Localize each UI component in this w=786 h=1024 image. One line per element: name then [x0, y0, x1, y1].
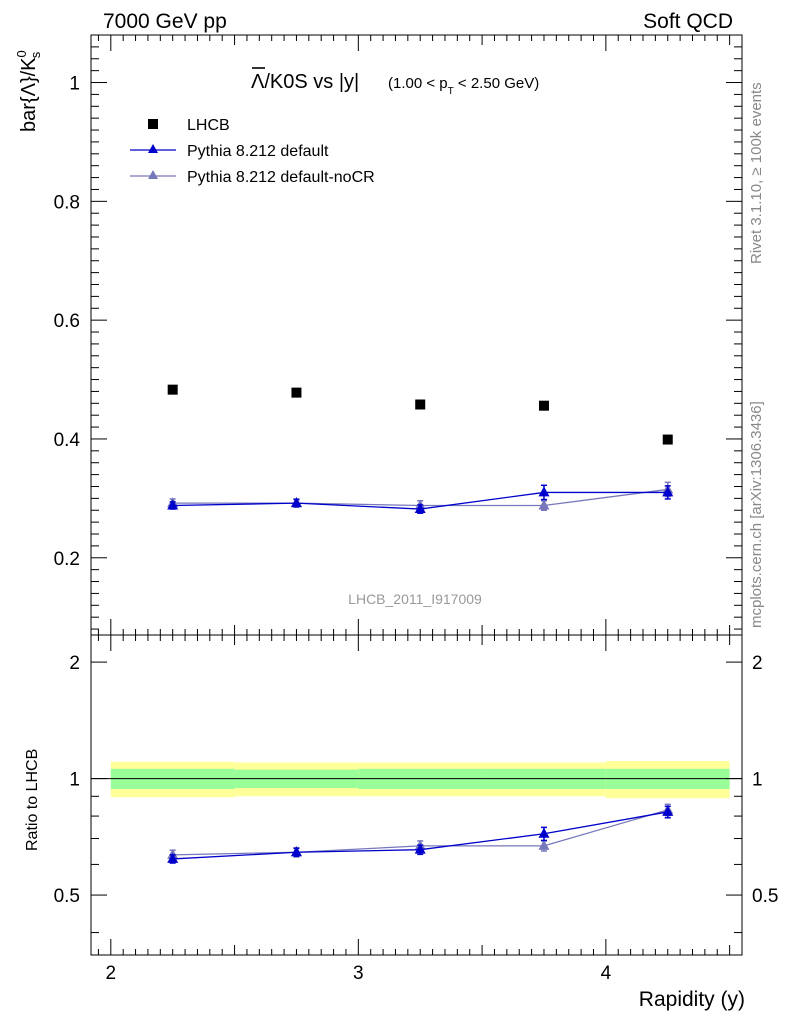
y-tick-label: 0.6 [54, 311, 80, 332]
lhcb-data-point [538, 400, 549, 411]
ratio-y-tick-label-right: 0.5 [752, 886, 778, 907]
title-cut-start: (1.00 < p [388, 75, 448, 92]
legend-marker-nocr [148, 170, 158, 179]
data-marks [167, 384, 674, 864]
main-ylabel-text: bar{Λ}/K [18, 57, 40, 132]
main-ylabel-sub: s [28, 51, 43, 58]
ratio-panel-frame [90, 634, 743, 956]
title-cut-sub: T [448, 86, 454, 97]
ratio-y-tick-label: 1 [69, 770, 80, 791]
y-tick-label: 0.2 [54, 549, 80, 570]
ratio-y-tick-label: 0.5 [54, 886, 80, 907]
y-tick-label: 0.8 [54, 192, 80, 213]
x-tick-label: 2 [106, 963, 117, 984]
main-default-triangle-point [290, 497, 302, 508]
ratio-nocr-triangle-point [538, 839, 550, 850]
rivet-version-label: Rivet 3.1.10, ≥ 100k events [748, 82, 765, 264]
lhcb-data-point [662, 434, 673, 445]
header-energy-label: 7000 GeV pp [103, 10, 227, 33]
lhcb-data-point [167, 384, 178, 395]
legend-label-lhcb: LHCB [187, 117, 230, 134]
ratio-default-triangle-point [538, 827, 550, 838]
ratio-ylabel: Ratio to LHCB [24, 749, 41, 851]
main-nocr-triangle-point [538, 499, 550, 510]
x-tick-label: 3 [353, 963, 364, 984]
legend-marker-default [148, 144, 158, 153]
header-category-label: Soft QCD [643, 10, 733, 33]
main-default-triangle-point [538, 486, 550, 497]
ratio-default-triangle-point [290, 846, 302, 857]
ratio-default-triangle-point [662, 805, 674, 816]
ratio-y-tick-label-right: 1 [752, 770, 763, 791]
ratio-uncertainty-bands [91, 761, 742, 799]
lhcb-data-point [415, 399, 426, 410]
main-default-triangle-point [662, 486, 674, 497]
mcplots-credit-label: mcplots.cern.ch [arXiv:1306.3436] [748, 401, 765, 628]
analysis-watermark: LHCB_2011_I917009 [348, 591, 482, 607]
ratio-y-tick-label: 2 [69, 653, 80, 674]
legend-marker-lhcb [148, 119, 158, 129]
title-cut-end: < 2.50 GeV) [454, 75, 539, 92]
main-ylabel: bar{Λ}/K0s [14, 50, 43, 132]
main-ylabel-sup: 0 [14, 50, 29, 57]
ratio-default-triangle-point [414, 843, 426, 854]
legend: LHCB Pythia 8.212 default Pythia 8.212 d… [130, 117, 375, 186]
main-default-triangle-point [167, 499, 179, 510]
legend-label-nocr: Pythia 8.212 default-noCR [187, 169, 375, 186]
y-tick-label: 1 [69, 74, 80, 95]
x-tick-label: 4 [601, 963, 612, 984]
main-default-triangle-point [414, 503, 426, 514]
axis-ticks: 2 3 4 0.2 0.4 0.6 0.8 1 0.5 0.5 1 1 2 2 [54, 35, 778, 984]
ratio-default-triangle-point [167, 852, 179, 863]
x-axis-label: Rapidity (y) [639, 988, 745, 1011]
main-title: Λ/K0S vs |y| (1.00 < pT < 2.50 GeV) [251, 67, 539, 97]
title-main-text: Λ/K0S vs |y| [251, 71, 359, 93]
lhcb-data-point [291, 387, 302, 398]
y-tick-label: 0.4 [54, 430, 81, 451]
ratio-y-tick-label-right: 2 [752, 653, 763, 674]
legend-label-default: Pythia 8.212 default [187, 143, 329, 160]
title-cut-text: (1.00 < pT < 2.50 GeV) [388, 75, 539, 97]
